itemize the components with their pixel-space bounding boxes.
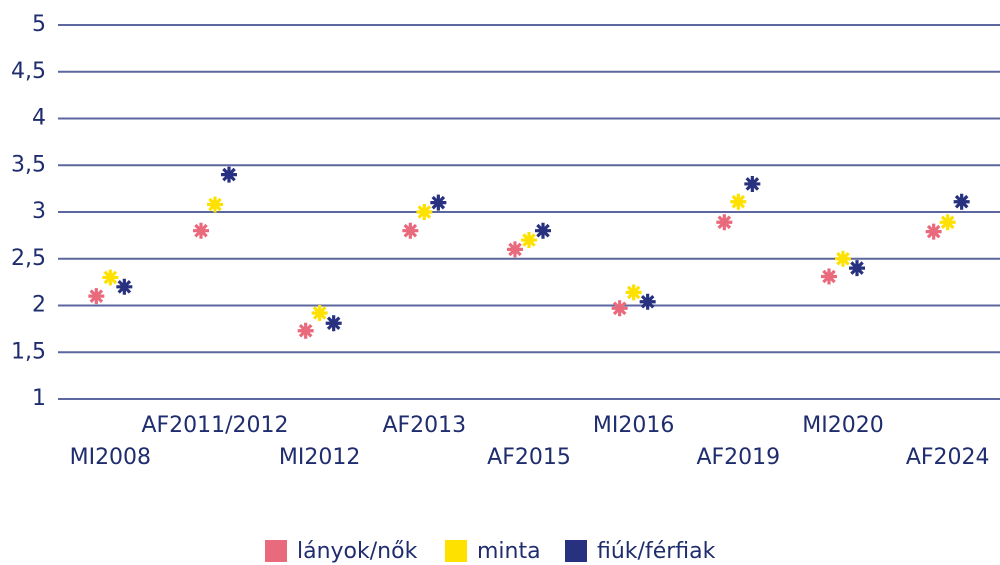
y-tick-label: 2 xyxy=(32,293,46,318)
y-tick-label: 1,5 xyxy=(11,339,46,364)
legend-label: minta xyxy=(477,539,541,564)
legend-swatch xyxy=(445,540,467,562)
x-tick-label: AF2011/2012 xyxy=(141,413,288,438)
marker xyxy=(730,193,747,210)
marker xyxy=(88,288,105,305)
y-tick-label: 4,5 xyxy=(11,59,46,84)
y-tick-label: 3,5 xyxy=(11,152,46,177)
y-tick-label: 5 xyxy=(32,12,46,37)
x-tick-label: MI2008 xyxy=(70,445,151,470)
marker xyxy=(311,304,328,321)
x-tick-label: AF2019 xyxy=(696,445,780,470)
x-tick-label: MI2016 xyxy=(593,413,674,438)
y-tick-label: 3 xyxy=(32,199,46,224)
marker xyxy=(193,222,209,239)
marker xyxy=(521,232,537,249)
legend-swatch xyxy=(265,540,287,562)
marker xyxy=(849,260,865,277)
marker xyxy=(325,315,342,332)
marker xyxy=(835,250,851,267)
marker xyxy=(416,204,433,220)
marker xyxy=(744,175,761,192)
legend-label: lányok/nők xyxy=(297,539,418,564)
marker xyxy=(611,300,628,317)
x-tick-label: MI2012 xyxy=(279,445,360,470)
x-tick-label: MI2020 xyxy=(802,413,883,438)
legend-swatch xyxy=(565,540,587,562)
marker xyxy=(639,293,656,310)
legend-label: fiúk/férfiak xyxy=(597,539,716,564)
marker xyxy=(716,214,733,231)
marker xyxy=(116,278,133,295)
marker xyxy=(430,194,447,211)
y-tick-label: 2,5 xyxy=(11,246,46,271)
marker xyxy=(207,196,223,213)
marker xyxy=(821,268,837,285)
x-tick-label: AF2015 xyxy=(487,445,571,470)
marker xyxy=(625,284,642,301)
marker xyxy=(221,166,237,183)
y-tick-label: 4 xyxy=(32,106,46,131)
marker xyxy=(925,223,942,240)
marker xyxy=(297,322,314,339)
marker xyxy=(953,193,970,210)
marker xyxy=(535,222,551,239)
marker xyxy=(102,269,119,286)
marker xyxy=(939,214,956,231)
x-tick-label: AF2024 xyxy=(906,445,990,470)
x-tick-label: AF2013 xyxy=(382,413,466,438)
y-tick-label: 1 xyxy=(32,386,46,411)
marker xyxy=(507,241,523,258)
marker xyxy=(402,222,419,239)
